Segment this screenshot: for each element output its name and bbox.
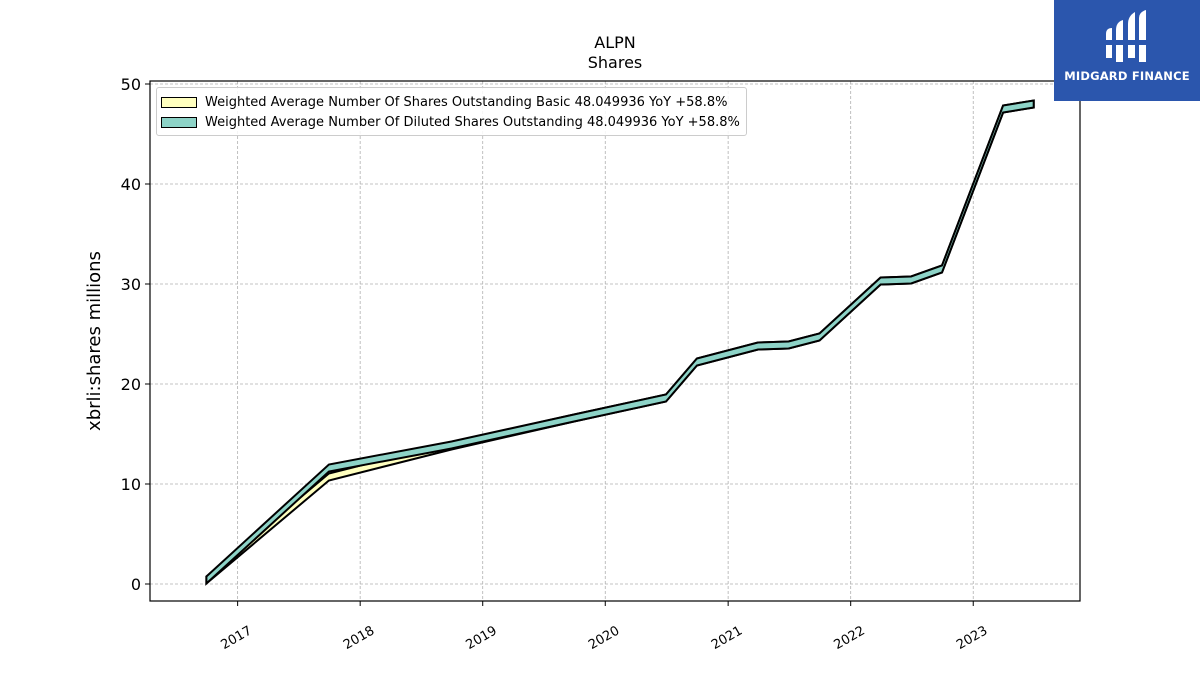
y-tick-label: 20 xyxy=(121,375,141,394)
x-axis-ticks: 2017 2018 2019 2020 2021 2022 2023 xyxy=(218,601,990,653)
x-tick-label: 2018 xyxy=(341,623,377,653)
legend-item-basic: Weighted Average Number Of Shares Outsta… xyxy=(161,92,740,112)
legend-swatch-diluted xyxy=(161,116,197,128)
plot-frame xyxy=(149,80,1081,602)
x-tick-label: 2020 xyxy=(586,623,622,653)
y-axis-ticks: 0 10 20 30 40 50 xyxy=(121,75,150,594)
y-tick-label: 10 xyxy=(121,475,141,494)
y-tick-label: 0 xyxy=(131,575,141,594)
legend-swatch-basic xyxy=(161,96,197,108)
chart-subtitle: Shares xyxy=(588,53,643,72)
x-tick-label: 2021 xyxy=(709,623,745,653)
x-tick-label: 2019 xyxy=(464,623,500,653)
legend-item-diluted: Weighted Average Number Of Diluted Share… xyxy=(161,112,740,132)
y-tick-label: 50 xyxy=(121,75,141,94)
series-band-0 xyxy=(205,99,1035,586)
x-tick-label: 2022 xyxy=(832,623,868,653)
series-areas xyxy=(205,99,1035,586)
grid-lines xyxy=(150,81,1080,601)
legend-label-basic: Weighted Average Number Of Shares Outsta… xyxy=(205,94,728,110)
chart-legend: Weighted Average Number Of Shares Outsta… xyxy=(156,87,747,136)
logo-text: MIDGARD FINANCE xyxy=(1064,69,1190,83)
brand-logo: MIDGARD FINANCE xyxy=(1054,0,1200,101)
y-tick-label: 40 xyxy=(121,175,141,194)
chart-title: ALPN xyxy=(594,33,635,52)
legend-label-diluted: Weighted Average Number Of Diluted Share… xyxy=(205,114,740,130)
x-tick-label: 2017 xyxy=(218,623,254,653)
logo-mark-icon xyxy=(1106,10,1146,62)
y-axis-label: xbrli:shares millions xyxy=(84,251,105,431)
series-band-1 xyxy=(205,99,1035,586)
y-tick-label: 30 xyxy=(121,275,141,294)
x-tick-label: 2023 xyxy=(954,623,990,653)
